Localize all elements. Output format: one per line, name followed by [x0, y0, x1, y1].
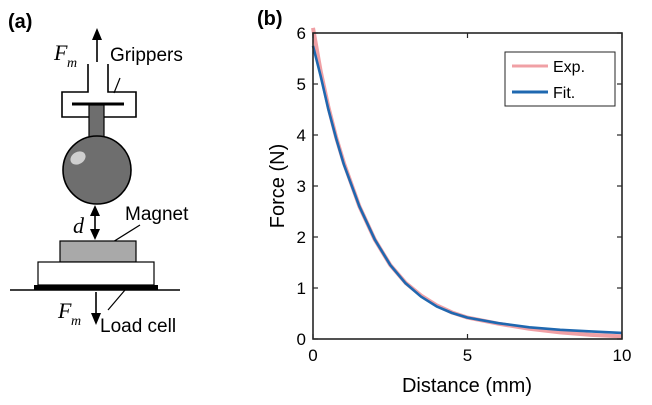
- x-tick-label: 0: [308, 346, 317, 365]
- upper-force-subscript: m: [67, 56, 77, 71]
- x-tick-label: 5: [463, 346, 472, 365]
- y-tick-label: 4: [297, 126, 306, 145]
- y-tick-label: 1: [297, 279, 306, 298]
- grippers-leader: [113, 77, 121, 94]
- load-cell-label: Load cell: [100, 316, 176, 337]
- panel-b-label: (b): [257, 8, 283, 30]
- distance-arrowhead-bottom: [90, 229, 100, 240]
- steel-ball: [62, 135, 132, 205]
- distance-symbol: d: [73, 213, 85, 238]
- y-axis-label: Force (N): [267, 144, 289, 228]
- panel-a-label: (a): [8, 11, 32, 33]
- y-tick-label: 0: [297, 330, 306, 349]
- grippers-label: Grippers: [110, 45, 183, 66]
- x-axis-label: Distance (mm): [402, 375, 532, 397]
- plot-layer: [311, 27, 623, 339]
- x-tick-label: 10: [613, 346, 632, 365]
- y-tick-label: 6: [297, 24, 306, 43]
- load-cell-leader: [107, 289, 126, 311]
- y-tick-label: 5: [297, 75, 306, 94]
- upper-force-arrowhead: [92, 28, 102, 40]
- series-line-fit: [311, 45, 623, 335]
- tick-layer: 0 5 10 0 1 2 3 4 5 6: [297, 24, 632, 365]
- legend-label-fit: Fit.: [553, 85, 575, 102]
- load-cell-base: [34, 285, 158, 290]
- y-tick-label: 3: [297, 177, 306, 196]
- lower-force-arrowhead: [91, 313, 101, 325]
- y-tick-label: 2: [297, 228, 306, 247]
- upper-force-symbol: F: [53, 40, 68, 65]
- legend-label-exp: Exp.: [553, 59, 585, 76]
- lower-force-symbol: F: [57, 298, 72, 323]
- panel-a-schematic: (a) F m Grippers d Magnet: [8, 11, 189, 337]
- magnet-label: Magnet: [125, 204, 189, 225]
- load-cell: [37, 261, 155, 286]
- distance-arrowhead-top: [90, 205, 100, 216]
- ball-highlight: [70, 151, 86, 165]
- lower-force-subscript: m: [71, 314, 81, 329]
- magnet: [59, 240, 137, 263]
- legend-box: [504, 51, 616, 107]
- legend: Exp. Fit.: [504, 51, 616, 107]
